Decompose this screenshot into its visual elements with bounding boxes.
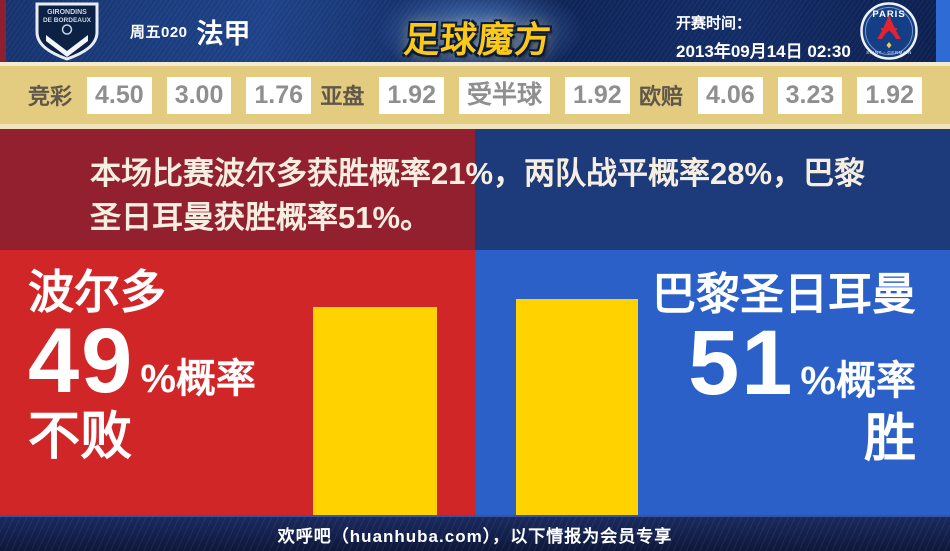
psg-fleur-icon [886, 42, 892, 49]
away-percent: 51 [688, 312, 795, 414]
home-text-block: 波尔多 49 %概率 不败 [28, 266, 256, 466]
header-left-red-edge [0, 0, 6, 62]
bordeaux-ball-icon [61, 24, 73, 35]
kickoff-block: 开赛时间： 2013年09月14日 02:30 [676, 12, 851, 62]
odds-group-jingcai: 竞彩 4.50 3.00 1.76 [28, 76, 312, 114]
psg-crest-bottom-text: SAINT - GERMAIN [866, 50, 912, 55]
footer: 欢呼吧（huanhuba.com），以下情报为会员专享 [0, 515, 950, 551]
home-percent-suffix: %概率 [140, 357, 256, 401]
prediction-summary-line1: 本场比赛波尔多获胜概率21%，两队战平概率28%，巴黎 [90, 156, 866, 191]
site-logo: 足球魔方 [402, 19, 554, 60]
home-prob-bar [313, 307, 437, 515]
summary-band-blue [475, 129, 950, 250]
bordeaux-chevron-icon [46, 35, 88, 57]
odds-bar: 竞彩 4.50 3.00 1.76 亚盘 1.92 受半球 1.92 欧赔 4.… [0, 66, 950, 124]
odds-group-oupei: 欧赔 4.06 3.23 1.92 [638, 76, 922, 114]
odds-label-jingcai: 竞彩 [28, 84, 73, 109]
home-percent: 49 [28, 310, 135, 412]
odds-value-box: 1.92 [565, 76, 630, 114]
odds-value-box: 3.23 [777, 76, 843, 114]
away-percent-row: 51 %概率 [652, 312, 916, 414]
prediction-summary-line2: 圣日耳曼获胜概率51%。 [90, 200, 432, 235]
odds-value-box: 1.92 [379, 76, 444, 114]
summary-band [0, 129, 950, 250]
psg-crest-top-text: PARIS [872, 9, 905, 20]
psg-crest-icon: PARIS SAINT - GERMAIN [860, 2, 918, 60]
separator-mid [0, 124, 950, 129]
header: GIRONDINS DE BORDEAUX 周五020 法甲 足球魔方 开赛时间… [0, 0, 950, 84]
prediction-summary: 本场比赛波尔多获胜概率21%，两队战平概率28%，巴黎 圣日耳曼获胜概率51%。 [90, 152, 865, 240]
away-outcome: 胜 [863, 410, 916, 468]
odds-label-oupei: 欧赔 [638, 84, 683, 109]
match-info: 周五020 法甲 [130, 0, 251, 62]
away-team-name: 巴黎圣日耳曼 [652, 270, 916, 319]
odds-label-yapan: 亚盘 [320, 84, 365, 109]
away-prob-bar [516, 299, 638, 515]
bordeaux-crest-line2: DE BORDEAUX [43, 17, 92, 24]
odds-value-box: 4.50 [87, 76, 152, 114]
summary-band-red [0, 129, 475, 250]
bordeaux-crest-icon: GIRONDINS DE BORDEAUX [35, 2, 99, 61]
kickoff-label: 开赛时间： [676, 15, 752, 32]
away-text-block: 巴黎圣日耳曼 51 %概率 胜 [652, 270, 916, 468]
separator-top [0, 62, 950, 66]
odds-value-box: 3.00 [166, 76, 232, 114]
odds-value-box: 1.92 [857, 76, 922, 114]
home-outcome: 不败 [28, 408, 133, 466]
psg-tower-icon [877, 15, 901, 39]
odds-value-box: 1.76 [246, 76, 312, 114]
odds-value-box: 受半球 [459, 76, 551, 114]
odds-group-yapan: 亚盘 1.92 受半球 1.92 [320, 76, 630, 114]
header-right-blue-edge [936, 0, 950, 62]
match-code: 周五020 [130, 23, 188, 41]
home-team-name: 波尔多 [28, 266, 166, 318]
away-percent-suffix: %概率 [800, 359, 916, 403]
league-name: 法甲 [196, 18, 251, 49]
home-percent-row: 49 %概率 [28, 310, 256, 412]
kickoff-time: 2013年09月14日 02:30 [676, 42, 851, 61]
bordeaux-crest-line1: GIRONDINS [47, 9, 87, 16]
footer-text: 欢呼吧（huanhuba.com），以下情报为会员专享 [277, 526, 673, 546]
odds-value-box: 4.06 [697, 76, 763, 114]
